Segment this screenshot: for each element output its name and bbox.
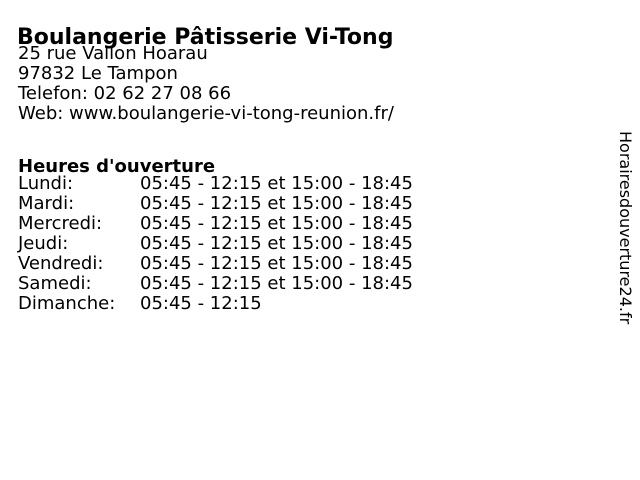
phone-label: Telefon: [18,83,88,104]
day-label: Vendredi: [18,253,104,274]
phone-line: Telefon: 02 62 27 08 66 [18,84,394,104]
day-label: Samedi: [18,273,92,294]
table-row: Vendredi: 05:45 - 12:15 et 15:00 - 18:45 [18,254,413,274]
opening-hours-heading: Heures d'ouverture [18,155,216,177]
day-times: 05:45 - 12:15 et 15:00 - 18:45 [140,213,413,234]
opening-hours-table: Lundi: 05:45 - 12:15 et 15:00 - 18:45 Ma… [18,174,413,314]
day-times: 05:45 - 12:15 et 15:00 - 18:45 [140,273,413,294]
day-label: Mardi: [18,193,75,214]
phone-number: 02 62 27 08 66 [93,83,232,104]
day-label: Dimanche: [18,293,116,314]
contact-info-block: 25 rue Vallon Hoarau 97832 Le Tampon Tel… [18,44,394,124]
website-link[interactable]: www.boulangerie-vi-tong-reunion.fr/ [69,103,394,124]
day-label: Mercredi: [18,213,103,234]
day-times: 05:45 - 12:15 et 15:00 - 18:45 [140,193,413,214]
web-line: Web: www.boulangerie-vi-tong-reunion.fr/ [18,104,394,124]
site-watermark: Horairesdouverture24.fr [616,131,635,325]
day-times: 05:45 - 12:15 et 15:00 - 18:45 [140,173,413,194]
day-times: 05:45 - 12:15 et 15:00 - 18:45 [140,233,413,254]
web-label: Web: [18,103,64,124]
address-street: 25 rue Vallon Hoarau [18,43,208,64]
address-city: 97832 Le Tampon [18,63,178,84]
table-row: Samedi: 05:45 - 12:15 et 15:00 - 18:45 [18,274,413,294]
table-row: Lundi: 05:45 - 12:15 et 15:00 - 18:45 [18,174,413,194]
day-times: 05:45 - 12:15 [140,293,262,314]
day-label: Jeudi: [18,233,69,254]
table-row: Mardi: 05:45 - 12:15 et 15:00 - 18:45 [18,194,413,214]
day-label: Lundi: [18,173,74,194]
table-row: Mercredi: 05:45 - 12:15 et 15:00 - 18:45 [18,214,413,234]
business-name-title: Boulangerie Pâtisserie Vi-Tong [17,24,394,50]
table-row: Jeudi: 05:45 - 12:15 et 15:00 - 18:45 [18,234,413,254]
day-times: 05:45 - 12:15 et 15:00 - 18:45 [140,253,413,274]
table-row: Dimanche: 05:45 - 12:15 [18,294,413,314]
